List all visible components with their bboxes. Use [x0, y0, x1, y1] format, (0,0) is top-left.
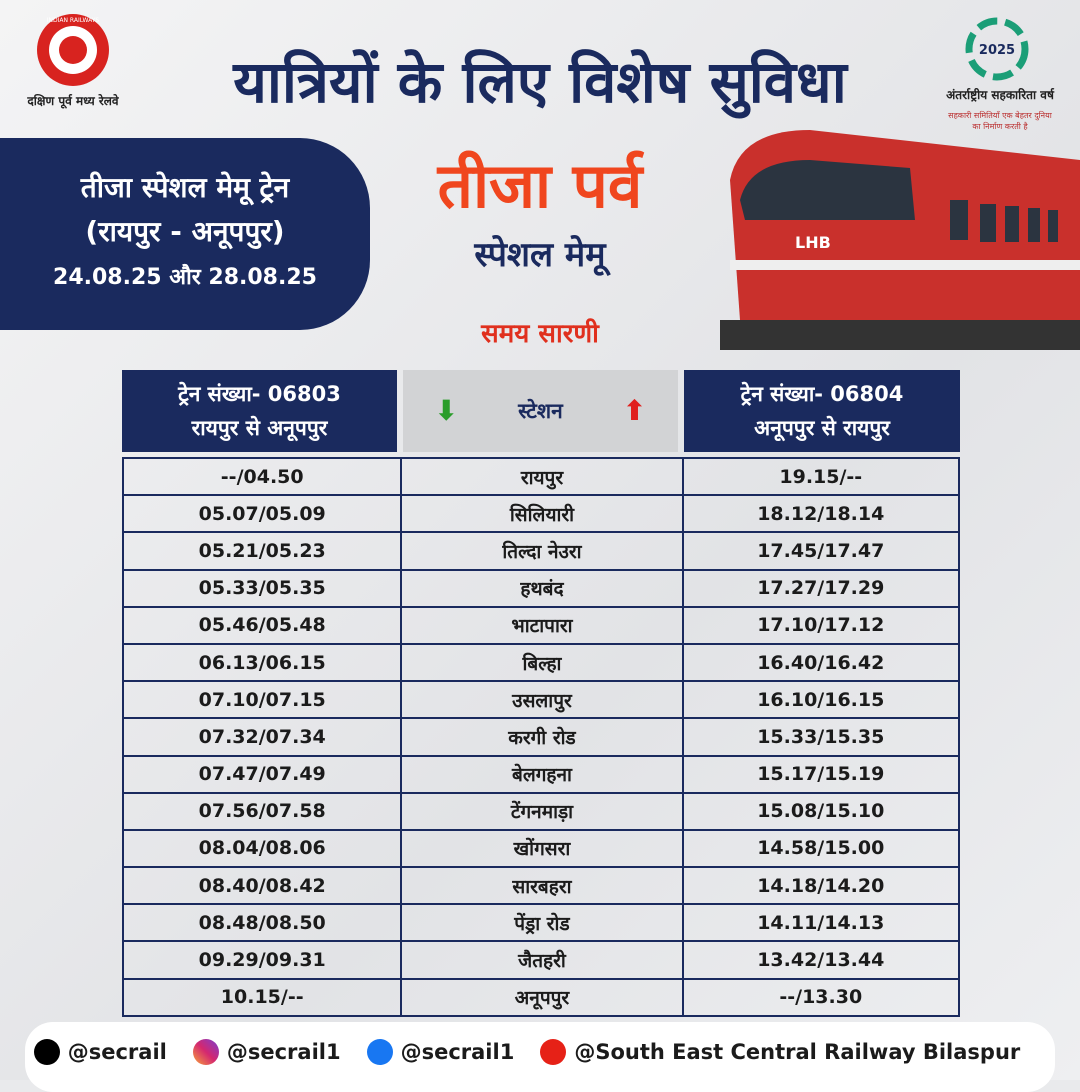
table-row: 07.56/07.58 टेंगनमाड़ा 15.08/15.10 — [121, 791, 961, 831]
station-cell: हथबंद — [400, 568, 684, 608]
social[interactable]: @secrail1 — [192, 1039, 341, 1065]
station-cell: रायपुर — [400, 456, 684, 497]
year-tagline: सहकारी समितियाँ एक बेहतर दुनिया का निर्म… — [948, 111, 1052, 131]
time-cell: 15.33/15.35 — [681, 717, 961, 757]
timetable: --/04.50 रायपुर 19.15/-- 05.07/05.09 सिलियार… — [121, 456, 961, 1017]
time-cell: 19.15/-- — [681, 456, 961, 497]
station-cell: बिल्हा — [400, 642, 684, 683]
table-row: 07.10/07.15 उसलापुर 16.10/16.15 — [121, 680, 961, 720]
table-row: 10.15/-- अनूपपुर --/13.30 — [121, 977, 961, 1017]
station-cell: जैतहरी — [400, 940, 684, 980]
table-row: 08.48/08.50 पेंड्रा रोड 14.11/14.13 — [121, 903, 961, 943]
info-dates: 24.08.25 और 28.08.25 — [53, 265, 317, 290]
schedule-label: समय सारणी — [481, 319, 599, 349]
social[interactable]: @secrail — [33, 1039, 167, 1065]
station-cell: भाटापारा — [400, 605, 684, 645]
table-row: 07.32/07.34 करगी रोड 15.33/15.35 — [121, 717, 961, 757]
station-cell: पेंड्रा रोड — [400, 903, 684, 943]
time-cell: 08.04/08.06 — [121, 828, 403, 869]
time-cell: 14.18/14.20 — [681, 866, 961, 906]
train-image: LHB — [720, 130, 1080, 350]
time-cell: 09.29/09.31 — [121, 940, 403, 980]
station-cell: खोंगसरा — [400, 828, 684, 869]
time-cell: 07.32/07.34 — [121, 717, 403, 757]
down-arrow: ⬇ — [434, 394, 459, 427]
header-text: ट्रेन संख्या- 06804 — [740, 382, 904, 406]
time-cell: --/04.50 — [121, 456, 403, 497]
time-cell: 05.46/05.48 — [121, 605, 403, 645]
time-cell: 05.33/05.35 — [121, 568, 403, 608]
station-cell: अनूपपुर — [400, 977, 684, 1017]
time-cell: 16.10/16.15 — [681, 680, 961, 720]
railway-logo: INDIAN RAILWAYS — [37, 14, 109, 86]
station-cell: सिलियारी — [400, 494, 684, 534]
table-header: ⬇ स्टेशन ⬆ — [403, 370, 678, 452]
table-header: ट्रेन संख्या- 06804 अनूपपुर से रायपुर — [684, 370, 960, 452]
time-cell: 07.10/07.15 — [121, 680, 403, 720]
time-cell: 07.47/07.49 — [121, 754, 403, 794]
time-cell: 07.56/07.58 — [121, 791, 403, 831]
table-row: 05.33/05.35 हथबंद 17.27/17.29 — [121, 568, 961, 608]
table-row: 05.21/05.23 तिल्दा नेउरा 17.45/17.47 — [121, 531, 961, 571]
info-line: (रायपुर - अनूपपुर) — [85, 215, 285, 248]
station-cell: बेलगहना — [400, 754, 684, 794]
footer: @secrail @secrail1 @secrail1 @South East… — [25, 1022, 1055, 1092]
table-row: 09.29/09.31 जैतहरी 13.42/13.44 — [121, 940, 961, 980]
header-text: स्टेशन — [518, 399, 563, 423]
time-cell: 06.13/06.15 — [121, 642, 403, 683]
year-caption: अंतर्राष्ट्रीय सहकारिता वर्ष — [946, 88, 1054, 102]
year: 2025 — [979, 43, 1015, 58]
festival: तीजा पर्व — [437, 149, 643, 222]
time-cell: 14.58/15.00 — [681, 828, 961, 869]
time-cell: 05.21/05.23 — [121, 531, 403, 571]
table-row: 08.40/08.42 सारबहरा 14.18/14.20 — [121, 866, 961, 906]
up-arrow: ⬆ — [622, 394, 647, 427]
station-cell: टेंगनमाड़ा — [400, 791, 684, 831]
time-cell: --/13.30 — [681, 977, 961, 1017]
time-cell: 16.40/16.42 — [681, 642, 961, 683]
time-cell: 10.15/-- — [121, 977, 403, 1017]
table-row: 05.46/05.48 भाटापारा 17.10/17.12 — [121, 605, 961, 645]
time-cell: 14.11/14.13 — [681, 903, 961, 943]
logo-ring: INDIAN RAILWAYS — [47, 17, 100, 24]
time-cell: 17.45/17.47 — [681, 531, 961, 571]
time-cell: 08.48/08.50 — [121, 903, 403, 943]
table-row: 07.47/07.49 बेलगहना 15.17/15.19 — [121, 754, 961, 794]
social[interactable]: @secrail1 — [366, 1039, 515, 1065]
time-cell: 17.10/17.12 — [681, 605, 961, 645]
table-row: --/04.50 रायपुर 19.15/-- — [121, 456, 961, 497]
header-text: रायपुर से अनूपपुर — [191, 416, 328, 440]
header-text: ट्रेन संख्या- 06803 — [178, 382, 341, 406]
subtitle: स्पेशल मेमू — [474, 235, 606, 275]
handle: @secrail — [67, 1040, 167, 1064]
time-cell: 15.17/15.19 — [681, 754, 961, 794]
table-row: 06.13/06.15 बिल्हा 16.40/16.42 — [121, 642, 961, 683]
station-cell: उसलापुर — [400, 680, 684, 720]
time-cell: 05.07/05.09 — [121, 494, 403, 534]
header-text: अनूपपुर से रायपुर — [754, 416, 890, 440]
info-line: तीजा स्पेशल मेमू ट्रेन — [80, 171, 290, 204]
time-cell: 13.42/13.44 — [681, 940, 961, 980]
handle: @secrail1 — [226, 1040, 341, 1064]
train-badge: LHB — [795, 233, 831, 252]
social[interactable]: @South East Central Railway Bilaspur — [540, 1039, 1020, 1065]
table-row: 08.04/08.06 खोंगसरा 14.58/15.00 — [121, 828, 961, 869]
time-cell: 08.40/08.42 — [121, 866, 403, 906]
logo-caption: दक्षिण पूर्व मध्य रेलवे — [27, 94, 119, 108]
handle: @South East Central Railway Bilaspur — [574, 1040, 1021, 1064]
table-row: 05.07/05.09 सिलियारी 18.12/18.14 — [121, 494, 961, 534]
station-cell: करगी रोड — [400, 717, 684, 757]
handle: @secrail1 — [400, 1040, 515, 1064]
time-cell: 18.12/18.14 — [681, 494, 961, 534]
station-cell: तिल्दा नेउरा — [400, 531, 684, 571]
time-cell: 15.08/15.10 — [681, 791, 961, 831]
time-cell: 17.27/17.29 — [681, 568, 961, 608]
station-cell: सारबहरा — [400, 866, 684, 906]
year-logo: 2025 — [965, 17, 1029, 81]
table-header: ट्रेन संख्या- 06803 रायपुर से अनूपपुर — [122, 370, 397, 452]
info-box: तीजा स्पेशल मेमू ट्रेन (रायपुर - अनूपपुर… — [0, 138, 370, 330]
title: यात्रियों के लिए विशेष सुविधा — [233, 48, 847, 116]
